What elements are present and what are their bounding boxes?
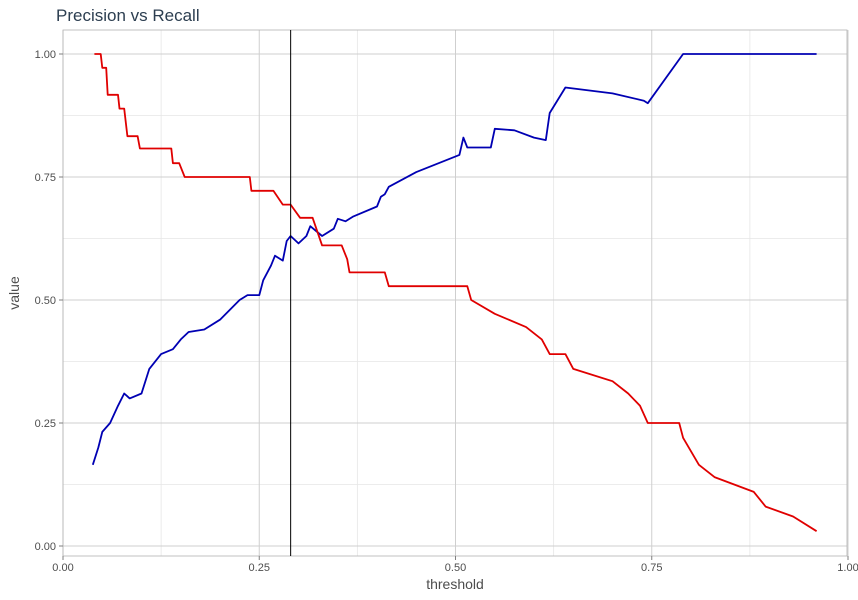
x-axis-ticks: 0.00 0.25 0.50 0.75 1.00: [52, 556, 858, 574]
y-tick-label: 0.25: [35, 418, 56, 430]
series-lines: [91, 53, 818, 532]
series-line-2: [94, 53, 818, 532]
major-gridlines: [62, 30, 849, 556]
x-axis-title: threshold: [426, 576, 484, 592]
y-tick-label: 0.00: [35, 541, 56, 553]
x-tick-label: 0.50: [445, 562, 466, 574]
y-tick-label: 0.75: [35, 172, 56, 184]
y-tick-label: 0.50: [35, 295, 56, 307]
x-tick-label: 1.00: [837, 562, 858, 574]
x-tick-label: 0.75: [641, 562, 662, 574]
series-line-1: [91, 53, 817, 466]
y-tick-label: 1.00: [35, 49, 56, 61]
y-axis-title: value: [6, 276, 22, 310]
y-axis-ticks: 0.00 0.25 0.50 0.75 1.00: [35, 49, 63, 553]
chart-title: Precision vs Recall: [56, 6, 200, 25]
x-tick-label: 0.25: [249, 562, 270, 574]
x-tick-label: 0.00: [52, 562, 73, 574]
